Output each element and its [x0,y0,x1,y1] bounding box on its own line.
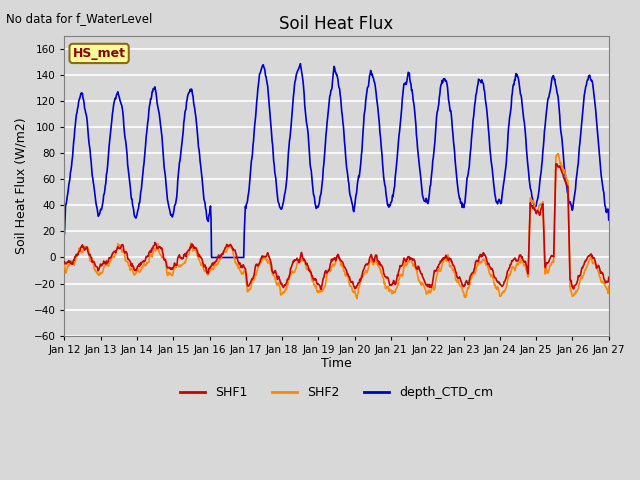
depth_CTD_cm [296,61,304,67]
depth_CTD_cm [61,231,68,237]
SHF1 [495,281,503,287]
Line: SHF1: SHF1 [65,164,609,289]
Legend: SHF1, SHF2, depth_CTD_cm: SHF1, SHF2, depth_CTD_cm [175,381,499,404]
depth_CTD_cm [605,217,612,223]
SHF2 [116,243,124,249]
SHF1 [552,161,560,167]
depth_CTD_cm [116,98,124,104]
depth_CTD_cm [208,254,216,260]
depth_CTD_cm [435,95,443,100]
SHF2 [435,267,443,273]
SHF2 [486,270,493,276]
depth_CTD_cm [301,108,309,114]
SHF2 [605,283,612,289]
SHF2 [353,296,361,301]
Line: depth_CTD_cm: depth_CTD_cm [65,64,609,257]
SHF1 [300,256,308,262]
SHF1 [281,282,289,288]
X-axis label: Time: Time [321,358,352,371]
Title: Soil Heat Flux: Soil Heat Flux [280,15,394,33]
SHF1 [605,275,612,280]
Text: HS_met: HS_met [72,47,125,60]
SHF1 [116,246,124,252]
Y-axis label: Soil Heat Flux (W/m2): Soil Heat Flux (W/m2) [15,118,28,254]
SHF1 [486,263,493,269]
depth_CTD_cm [496,198,504,204]
SHF1 [435,262,443,267]
Text: No data for f_WaterLevel: No data for f_WaterLevel [6,12,153,25]
SHF2 [495,290,503,296]
SHF1 [317,287,325,292]
SHF2 [61,263,68,268]
SHF2 [554,151,562,156]
SHF2 [281,289,289,295]
Line: SHF2: SHF2 [65,154,609,299]
SHF1 [61,259,68,264]
SHF2 [300,256,308,262]
depth_CTD_cm [486,147,494,153]
depth_CTD_cm [281,190,289,195]
